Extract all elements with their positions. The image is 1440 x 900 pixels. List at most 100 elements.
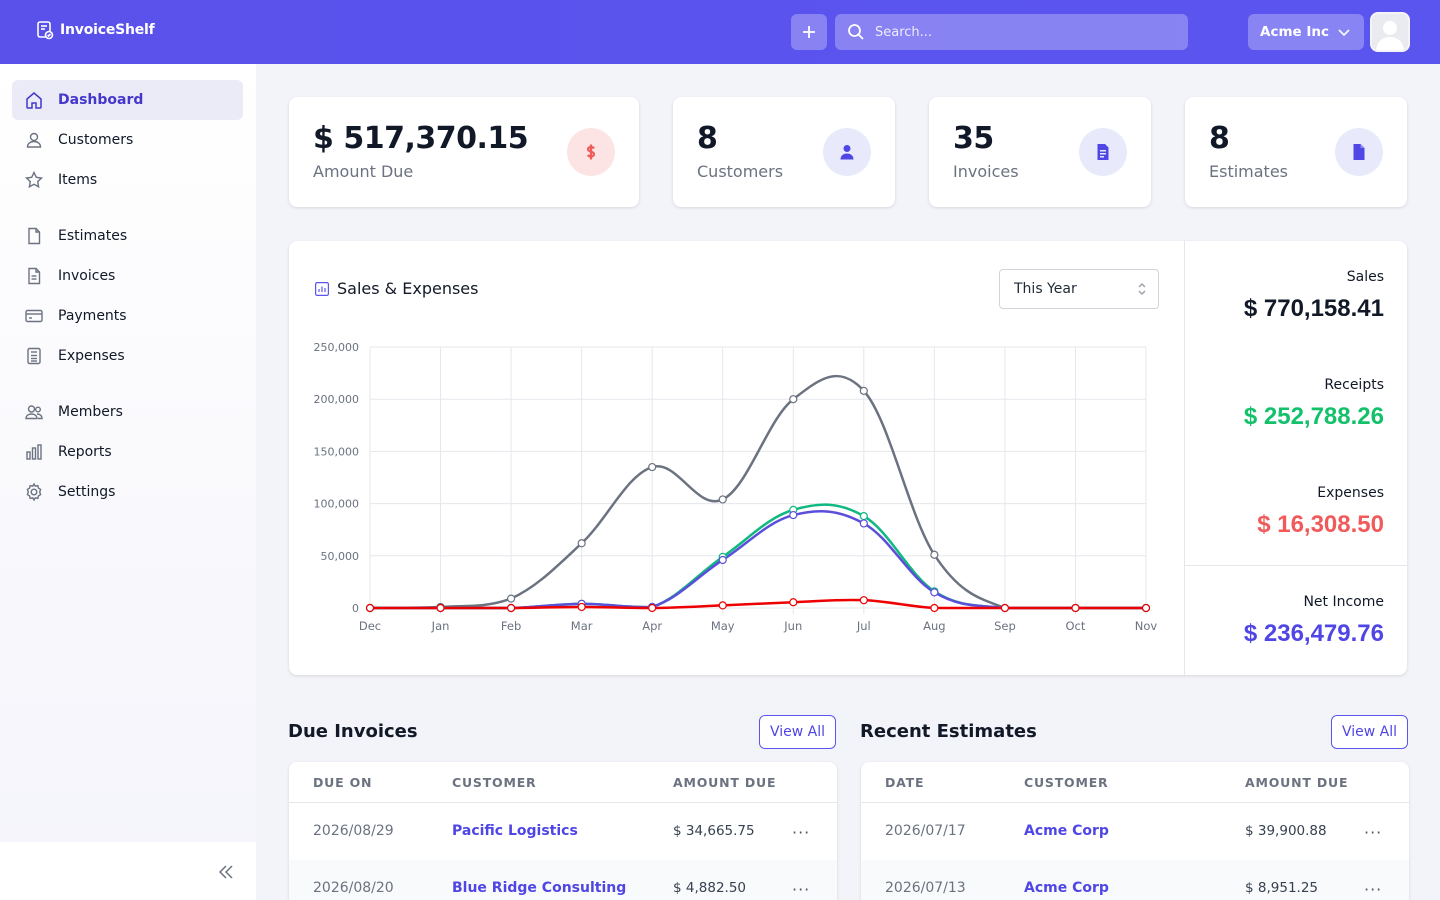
data-point — [859, 519, 868, 528]
user-avatar[interactable] — [1370, 12, 1410, 52]
amount-due: $ 39,900.88 — [1245, 823, 1327, 839]
row-actions-icon[interactable]: ··· — [792, 823, 811, 842]
app-logo[interactable]: InvoiceShelf — [36, 20, 155, 40]
chart-bar-icon — [26, 444, 42, 460]
series-line-3 — [370, 598, 1146, 610]
data-point — [1000, 603, 1010, 613]
sidebar-footer — [0, 842, 256, 900]
estimate-date: 2026/07/17 — [885, 823, 966, 839]
data-point — [365, 603, 375, 613]
series-line-2 — [370, 509, 1146, 610]
column-header-customer[interactable]: CUSTOMER — [1024, 775, 1109, 790]
data-point — [1141, 603, 1151, 613]
customer-link[interactable]: Acme Corp — [1024, 823, 1109, 839]
row-actions-icon[interactable]: ··· — [1364, 880, 1383, 899]
data-point — [930, 588, 939, 597]
column-header-amount-due[interactable]: AMOUNT DUE — [673, 775, 777, 790]
user-icon — [26, 132, 42, 148]
period-select-value: This Year — [1014, 281, 1077, 297]
customer-link[interactable]: Pacific Logistics — [452, 823, 578, 839]
sidebar-item-customers[interactable]: Customers — [12, 120, 243, 160]
sidebar-item-label: Members — [58, 404, 123, 420]
recent-estimates-view-all-button[interactable]: View All — [1331, 715, 1408, 749]
column-header-customer[interactable]: CUSTOMER — [452, 775, 537, 790]
sidebar-item-label: Dashboard — [58, 92, 144, 108]
amount-due-label: Amount Due — [313, 162, 414, 181]
sidebar-item-members[interactable]: Members — [12, 392, 243, 432]
table-header: DATE CUSTOMER AMOUNT DUE — [861, 762, 1409, 803]
x-tick-label: Apr — [642, 619, 662, 633]
amount-due-value: $ 517,370.15 — [313, 121, 529, 156]
data-point — [648, 603, 657, 613]
sidebar-item-label: Invoices — [58, 268, 116, 284]
sales-expenses-card: Sales & Expenses This Year 250,000 200,00… — [289, 241, 1409, 675]
invoices-label: Invoices — [953, 162, 1019, 181]
column-header-due-on[interactable]: DUE ON — [313, 775, 373, 790]
x-tick-label: Dec — [359, 619, 381, 633]
document-icon — [1335, 128, 1383, 176]
data-point — [789, 598, 798, 607]
search-icon — [848, 24, 864, 40]
row-actions-icon[interactable]: ··· — [1364, 823, 1383, 842]
credit-card-icon — [25, 309, 43, 323]
search-bar[interactable] — [835, 14, 1188, 50]
document-text-icon — [1079, 128, 1127, 176]
sidebar-item-dashboard[interactable]: Dashboard — [12, 80, 243, 120]
receipts-label: Receipts — [1324, 377, 1384, 393]
data-point — [506, 594, 516, 603]
sidebar-item-reports[interactable]: Reports — [12, 432, 243, 472]
table-row[interactable]: 2026/07/17 Acme Corp $ 39,900.88 ··· — [861, 803, 1409, 860]
company-switcher[interactable]: Acme Inc — [1248, 14, 1364, 50]
amount-due: $ 8,951.25 — [1245, 880, 1318, 896]
dollar-icon — [567, 128, 615, 176]
data-point — [436, 603, 445, 613]
amount-due: $ 34,665.75 — [673, 823, 755, 839]
table-row[interactable]: 2026/08/29 Pacific Logistics $ 34,665.75… — [289, 803, 837, 860]
sidebar-item-estimates[interactable]: Estimates — [12, 216, 243, 256]
customers-card[interactable]: 8 Customers — [673, 97, 895, 207]
row-actions-icon[interactable]: ··· — [792, 880, 811, 899]
sidebar-item-invoices[interactable]: Invoices — [12, 256, 243, 296]
collapse-sidebar-icon[interactable] — [216, 862, 236, 882]
chevron-down-icon — [1338, 29, 1350, 37]
sales-label: Sales — [1346, 269, 1384, 285]
data-point — [648, 462, 657, 472]
search-input[interactable] — [875, 24, 1165, 40]
chart-bar-icon — [315, 281, 329, 296]
top-header: InvoiceShelf Acme Inc — [0, 0, 1440, 64]
invoices-card[interactable]: 35 Invoices — [929, 97, 1151, 207]
recent-estimates-table: DATE CUSTOMER AMOUNT DUE 2026/07/17 Acme… — [861, 762, 1409, 900]
due-invoices-view-all-button[interactable]: View All — [759, 715, 836, 749]
create-new-button[interactable] — [791, 14, 827, 50]
customer-link[interactable]: Blue Ridge Consulting — [452, 880, 627, 896]
document-icon — [28, 227, 41, 245]
table-row[interactable]: 2026/07/13 Acme Corp $ 8,951.25 ··· — [861, 860, 1409, 900]
column-header-date[interactable]: DATE — [885, 775, 925, 790]
due-invoices-table: DUE ON CUSTOMER AMOUNT DUE 2026/08/29 Pa… — [289, 762, 837, 900]
data-point — [930, 550, 939, 559]
column-header-amount-due[interactable]: AMOUNT DUE — [1245, 775, 1349, 790]
estimates-card[interactable]: 8 Estimates — [1185, 97, 1407, 207]
sidebar-item-items[interactable]: Items — [12, 160, 243, 200]
table-row[interactable]: 2026/08/20 Blue Ridge Consulting $ 4,882… — [289, 860, 837, 900]
y-tick-label: 100,000 — [314, 498, 360, 511]
sidebar-item-payments[interactable]: Payments — [12, 296, 243, 336]
customers-label: Customers — [697, 162, 784, 181]
x-tick-label: Sep — [994, 619, 1016, 633]
data-point — [789, 510, 798, 520]
data-point — [1071, 603, 1080, 613]
sidebar-item-settings[interactable]: Settings — [12, 472, 243, 512]
x-tick-label: Jun — [783, 619, 802, 633]
sidebar-item-label: Settings — [58, 484, 116, 500]
y-tick-label: 50,000 — [321, 550, 360, 563]
y-tick-label: 200,000 — [314, 393, 360, 406]
x-tick-label: Aug — [923, 619, 945, 633]
sidebar-item-expenses[interactable]: Expenses — [12, 336, 243, 376]
customer-link[interactable]: Acme Corp — [1024, 880, 1109, 896]
period-select[interactable]: This Year — [999, 269, 1159, 309]
star-icon — [24, 170, 44, 189]
data-point — [506, 603, 516, 613]
amount-due-card[interactable]: $ 517,370.15 Amount Due — [289, 97, 639, 207]
data-point — [859, 512, 868, 521]
data-point — [718, 555, 727, 565]
